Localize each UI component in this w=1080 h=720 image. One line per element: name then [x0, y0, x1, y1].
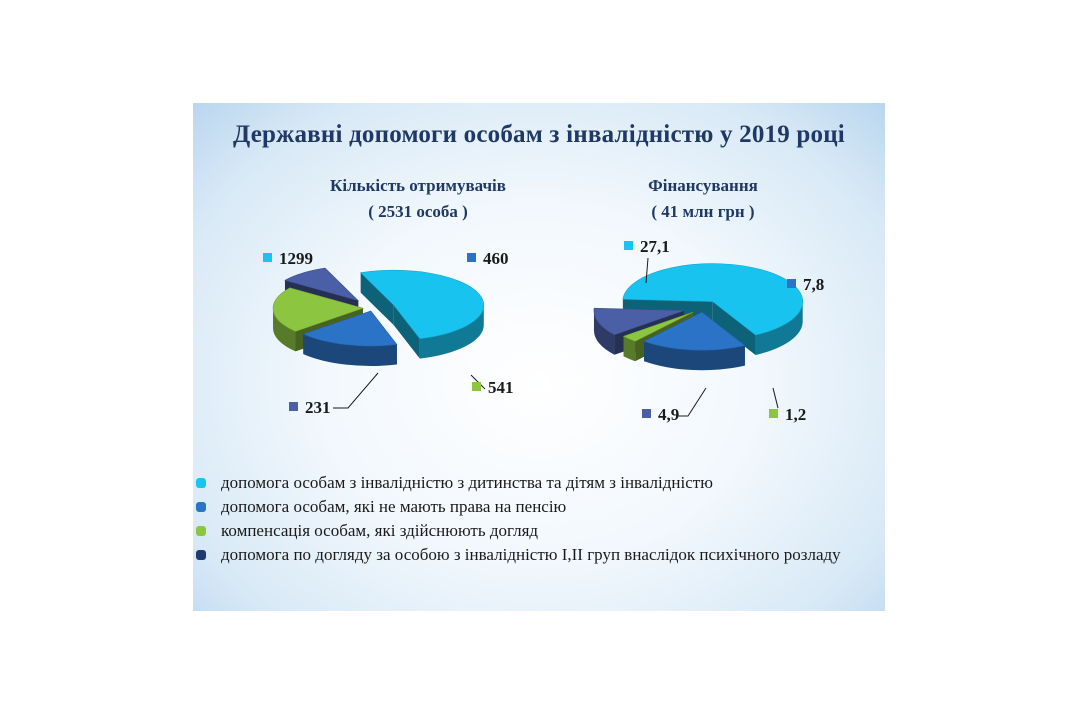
- legend-swatch: [196, 502, 206, 512]
- chart-heading-recipients: Кількість отримувачів ( 2531 особа ): [298, 173, 538, 225]
- data-label-text: 1299: [279, 249, 313, 268]
- data-label-3: 231: [289, 372, 379, 417]
- legend-swatch: [196, 550, 206, 560]
- legend-label: допомога особам з інвалідністю з дитинст…: [221, 473, 713, 492]
- chart-title-recipients: Кількість отримувачів: [330, 176, 506, 195]
- data-label-text: 541: [488, 378, 513, 397]
- data-label-text: 4,9: [658, 405, 679, 424]
- data-label-text: 1,2: [785, 405, 806, 424]
- chart-subtitle-financing: ( 41 млн грн ): [651, 202, 755, 221]
- pie-slice-0: [360, 269, 485, 359]
- chart-heading-financing: Фінансування ( 41 млн грн ): [583, 173, 823, 225]
- legend-label: допомога по догляду за особою з інвалідн…: [221, 545, 841, 564]
- pie-slice-1: [302, 310, 398, 366]
- data-label-1: 460: [467, 249, 509, 268]
- slide: Державні допомоги особам з інвалідністю …: [193, 103, 885, 611]
- legend-swatch: [196, 478, 206, 488]
- legend: допомога особам з інвалідністю з дитинст…: [193, 471, 885, 591]
- legend-swatch: [196, 526, 206, 536]
- data-label-text: 460: [483, 249, 509, 268]
- data-label-0: 27,1: [624, 237, 670, 284]
- chart-subtitle-recipients: ( 2531 особа ): [368, 202, 468, 221]
- data-label-text: 7,8: [803, 275, 824, 294]
- data-label-2: 1,2: [769, 387, 806, 424]
- legend-item-childhood-disability: допомога особам з інвалідністю з дитинст…: [193, 471, 885, 495]
- pie-slice-1: [643, 311, 746, 371]
- data-label-2: 541: [470, 374, 513, 397]
- slide-title: Державні допомоги особам з інвалідністю …: [233, 121, 845, 148]
- data-label-swatch: [472, 382, 481, 391]
- data-label-3: 4,9: [642, 387, 707, 424]
- legend-label: допомога особам, які не мають права на п…: [221, 497, 567, 516]
- data-label-swatch: [263, 253, 272, 262]
- data-label-0: 1299: [263, 249, 313, 268]
- data-label-swatch: [624, 241, 633, 250]
- data-label-swatch: [642, 409, 651, 418]
- data-label-text: 27,1: [640, 237, 670, 256]
- data-label-swatch: [467, 253, 476, 262]
- data-label-1: 7,8: [787, 275, 824, 294]
- data-label-swatch: [769, 409, 778, 418]
- data-label-swatch: [289, 402, 298, 411]
- legend-item-no-pension: допомога особам, які не мають права на п…: [193, 495, 885, 519]
- chart-title-financing: Фінансування: [648, 176, 758, 195]
- pie-chart-recipients: 1299 460 541 231: [263, 249, 513, 417]
- legend-item-mental-disorder-care: допомога по догляду за особою з інвалідн…: [193, 543, 885, 591]
- pie-chart-financing: 27,1 7,8 1,2 4,9: [593, 237, 824, 424]
- legend-label: компенсація особам, які здійснюють догля…: [221, 521, 539, 540]
- data-label-text: 231: [305, 398, 331, 417]
- legend-item-caregiver-compensation: компенсація особам, які здійснюють догля…: [193, 519, 885, 543]
- data-label-swatch: [787, 279, 796, 288]
